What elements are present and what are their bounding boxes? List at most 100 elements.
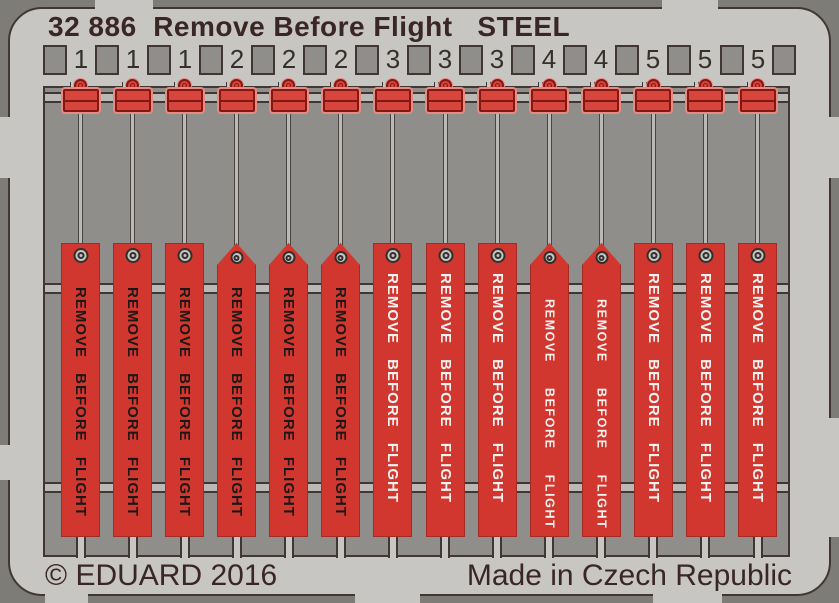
carrier-rail-top [45, 92, 788, 103]
clip-part [583, 89, 619, 112]
streamer-tag: REMOVE BEFORE FLIGHT [61, 243, 100, 537]
tag-number-label: 1 [177, 44, 193, 74]
grommet-eyelet [125, 248, 140, 263]
clip-eyelet [386, 79, 399, 92]
attachment-tab [336, 537, 346, 558]
streamer-text: REMOVE BEFORE FLIGHT [697, 273, 714, 504]
hanging-string [390, 111, 395, 252]
attachment-tab [128, 537, 138, 558]
frame-notch [147, 45, 171, 75]
streamer-text: REMOVE BEFORE FLIGHT [489, 273, 506, 504]
clip-eyelet-hole [651, 83, 656, 88]
tag-number-label: 4 [593, 44, 609, 74]
clip-split-line [325, 100, 357, 102]
carrier-rail-lower [45, 482, 788, 493]
tag-number-label: 2 [281, 44, 297, 74]
clip-eyelet-hole [130, 83, 135, 88]
clip-eyelet-hole [495, 83, 500, 88]
tag-number-label: 3 [437, 44, 453, 74]
fret-edge-tab [0, 117, 13, 178]
hanging-string [703, 111, 708, 252]
frame-notch [615, 45, 639, 75]
grommet-eyelet [334, 251, 347, 264]
tag-number-label: 5 [697, 44, 713, 74]
clip-part [531, 89, 567, 112]
clip-split-line [742, 100, 774, 102]
frame-notch [563, 45, 587, 75]
made-in-text: Made in Czech Republic [466, 559, 792, 592]
frame-notch [720, 45, 744, 75]
grommet-eyelet [490, 248, 505, 263]
fret-edge-tab [95, 0, 153, 13]
hanging-string [338, 111, 343, 252]
grommet-hole [337, 254, 344, 261]
streamer-text: REMOVE BEFORE FLIGHT [542, 299, 557, 530]
tag-number-label: 2 [333, 44, 349, 74]
product-title: 32 886 Remove Before Flight STEEL [48, 11, 571, 42]
attachment-tab [232, 537, 242, 558]
attachment-tab [648, 537, 658, 558]
frame-notch [667, 45, 691, 75]
attachment-tab [538, 82, 543, 94]
tag-number-label: 2 [229, 44, 245, 74]
clip-part [115, 89, 151, 112]
clip-eyelet [543, 79, 556, 92]
tag-number-label: 3 [385, 44, 401, 74]
frame-notch [459, 45, 483, 75]
streamer-tag: REMOVE BEFORE FLIGHT [634, 243, 673, 537]
frame-notch [772, 45, 796, 75]
grommet-hole [285, 254, 292, 261]
streamer-text: REMOVE BEFORE FLIGHT [332, 287, 349, 518]
streamer-text: REMOVE BEFORE FLIGHT [749, 273, 766, 504]
streamer-tag: REMOVE BEFORE FLIGHT [373, 243, 412, 537]
grommet-hole [389, 252, 396, 259]
fret-edge-tab [653, 590, 722, 603]
streamer-tag: REMOVE BEFORE FLIGHT [738, 243, 777, 537]
attachment-tab [284, 537, 294, 558]
clip-split-line [273, 100, 305, 102]
grommet-eyelet [646, 248, 661, 263]
clip-part [323, 89, 359, 112]
clip-eyelet-hole [703, 83, 708, 88]
streamer-tag: REMOVE BEFORE FLIGHT [686, 243, 725, 537]
clip-part [687, 89, 723, 112]
streamer-tag: REMOVE BEFORE FLIGHT [165, 243, 204, 537]
clip-part [375, 89, 411, 112]
grommet-hole [650, 252, 657, 259]
clip-part [271, 89, 307, 112]
streamer-tag: REMOVE BEFORE FLIGHT [582, 243, 621, 537]
grommet-eyelet [385, 248, 400, 263]
attachment-tab [694, 82, 699, 94]
streamer-text: REMOVE BEFORE FLIGHT [228, 287, 245, 518]
hanging-string [286, 111, 291, 252]
grommet-eyelet [282, 251, 295, 264]
grommet-eyelet [595, 251, 608, 264]
streamer-tag: REMOVE BEFORE FLIGHT [113, 243, 152, 537]
streamer-tag: REMOVE BEFORE FLIGHT [269, 243, 308, 537]
streamer-text: REMOVE BEFORE FLIGHT [384, 273, 401, 504]
clip-split-line [689, 100, 721, 102]
grommet-hole [77, 252, 84, 259]
attachment-tab [440, 537, 450, 558]
hanging-string [78, 111, 83, 252]
attachment-tab [642, 82, 647, 94]
hanging-string [599, 111, 604, 252]
hanging-string [182, 111, 187, 252]
grommet-hole [181, 252, 188, 259]
attachment-tab [544, 537, 554, 558]
grommet-hole [546, 254, 553, 261]
clip-eyelet-hole [599, 83, 604, 88]
attachment-tab [700, 537, 710, 558]
frame-notch [407, 45, 431, 75]
fret-edge-tab [826, 117, 839, 178]
streamer-text: REMOVE BEFORE FLIGHT [72, 287, 89, 518]
grommet-hole [754, 252, 761, 259]
streamer-tag: REMOVE BEFORE FLIGHT [217, 243, 256, 537]
streamer-text: REMOVE BEFORE FLIGHT [280, 287, 297, 518]
grommet-hole [442, 252, 449, 259]
tag-number-label: 5 [645, 44, 661, 74]
frame-notch [95, 45, 119, 75]
frame-notch [303, 45, 327, 75]
hanging-string [443, 111, 448, 252]
frame-notch [199, 45, 223, 75]
